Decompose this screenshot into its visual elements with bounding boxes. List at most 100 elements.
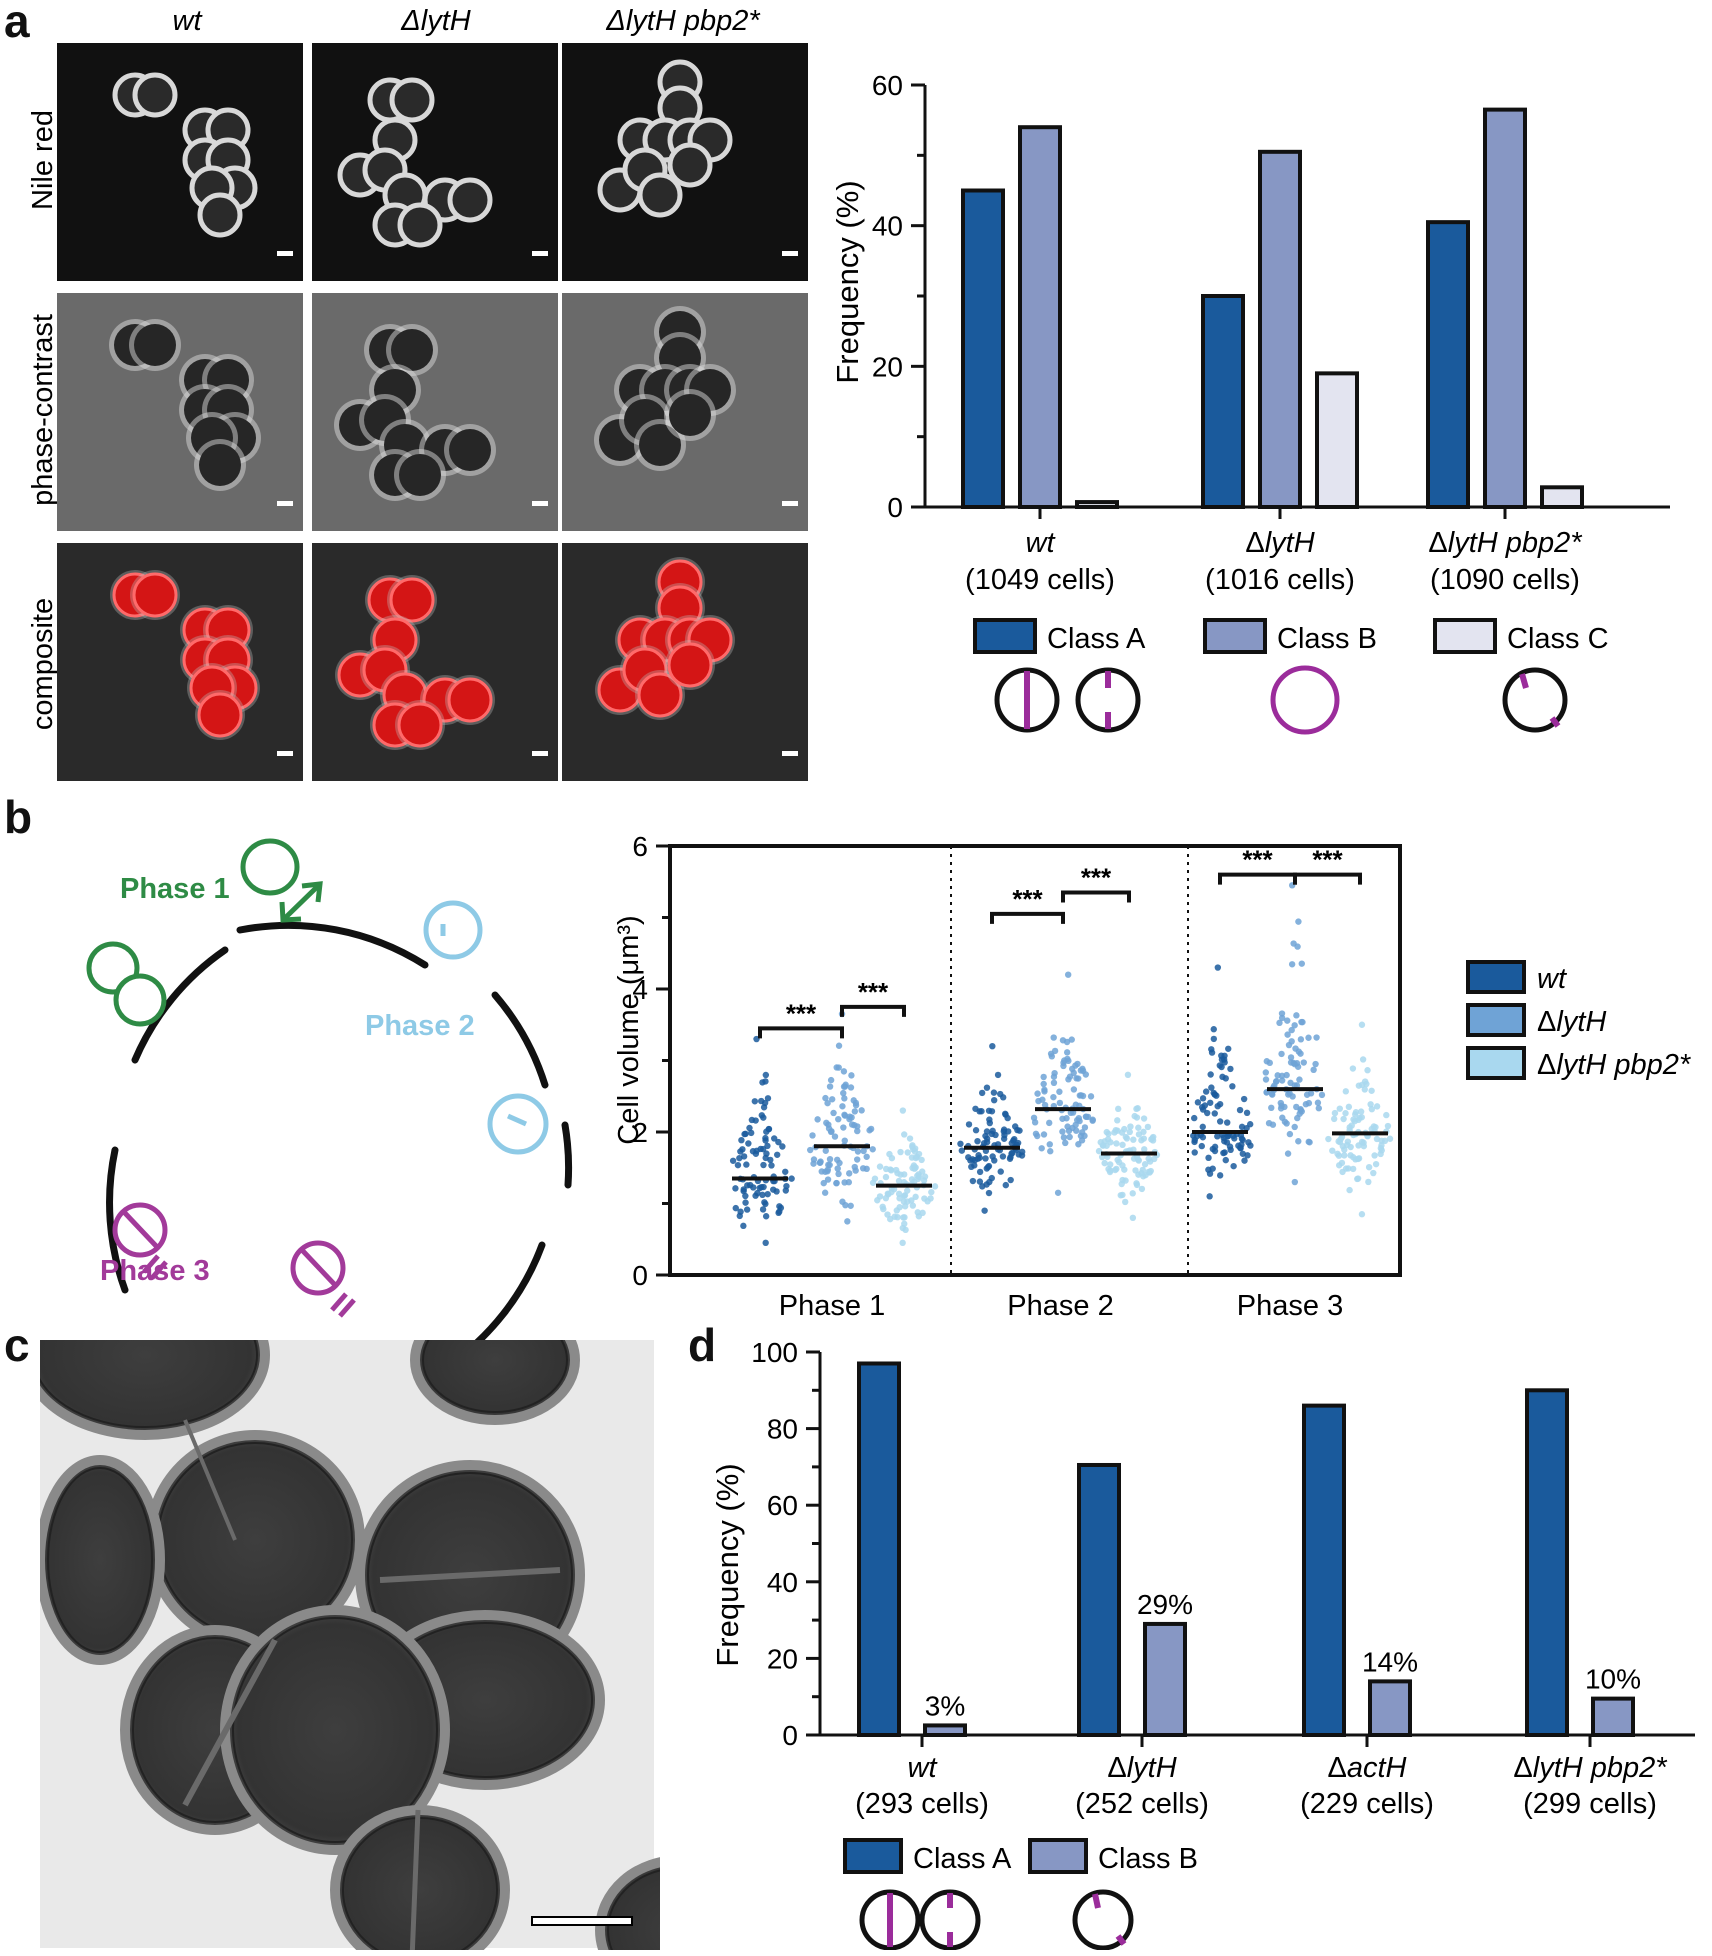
data-point (1307, 1090, 1315, 1097)
legend-swatch (1466, 1003, 1526, 1037)
significance-label: *** (1312, 845, 1343, 875)
x-category-cells: (299 cells) (1523, 1788, 1657, 1820)
data-point (1119, 1162, 1126, 1169)
data-point (809, 1132, 816, 1139)
y-tick-label: 60 (872, 70, 903, 101)
data-point (1358, 1021, 1366, 1028)
data-point (869, 1146, 876, 1153)
data-point (1115, 1105, 1122, 1113)
data-point (773, 1151, 781, 1158)
data-point (1218, 1056, 1226, 1063)
scale-bar (277, 501, 293, 506)
bacterial-cell (40, 1455, 165, 1665)
data-point (1208, 1046, 1215, 1053)
data-point (807, 1146, 814, 1154)
data-point (1059, 1115, 1066, 1122)
data-point (899, 1224, 907, 1232)
data-point (1060, 1059, 1067, 1066)
data-point (1075, 1075, 1082, 1082)
class-c-icon (1502, 667, 1568, 733)
data-point (1070, 1086, 1078, 1093)
data-point (738, 1136, 745, 1144)
data-point (833, 1180, 840, 1187)
data-point (1051, 1069, 1058, 1077)
bar-class-a (1426, 220, 1470, 509)
data-point (1244, 1152, 1251, 1159)
bar-class-b (1483, 107, 1527, 509)
y-tick-label: 40 (767, 1567, 798, 1598)
cycle-arc-right-upper (491, 991, 549, 1089)
x-category-label: wt (1026, 527, 1057, 559)
row-label-composite: composite (27, 598, 59, 730)
data-point (1073, 1127, 1080, 1134)
data-point (761, 1199, 768, 1206)
data-point (822, 1168, 829, 1175)
data-point (1359, 1056, 1367, 1063)
data-point (852, 1167, 859, 1174)
data-point (1266, 1059, 1273, 1067)
y-tick-label: 100 (751, 1337, 798, 1368)
y-tick-label: 4 (632, 974, 648, 1005)
y-tick-label: 80 (767, 1414, 798, 1445)
data-point (1216, 1172, 1224, 1179)
data-point (1350, 1154, 1357, 1161)
data-point (989, 1043, 996, 1050)
cell-composite (197, 692, 243, 738)
data-point (1018, 1148, 1026, 1156)
data-point (1221, 1138, 1228, 1145)
cell-phase (449, 429, 491, 471)
data-point (1247, 1142, 1254, 1149)
data-point (839, 1103, 846, 1110)
data-point (991, 1157, 998, 1164)
septum (379, 1567, 561, 1583)
data-point (1105, 1130, 1112, 1138)
data-point (990, 1089, 998, 1096)
bar-class-a (1077, 1462, 1121, 1738)
cell-wall (607, 1869, 660, 1950)
data-point (1384, 1122, 1392, 1130)
data-point (771, 1135, 778, 1142)
data-point (762, 1137, 769, 1144)
data-point (834, 1165, 841, 1172)
y-tick-label: 6 (632, 831, 648, 862)
data-point (1138, 1169, 1145, 1177)
data-point (1298, 1018, 1305, 1026)
data-point (825, 1125, 833, 1132)
data-point (1284, 1031, 1291, 1038)
data-point (1077, 1067, 1085, 1074)
data-point (1129, 1214, 1137, 1221)
data-point (1067, 1109, 1075, 1117)
data-point (1082, 1071, 1090, 1078)
x-category-label: ΔlytH pbp2* (1513, 1752, 1668, 1784)
data-point (863, 1153, 870, 1160)
legend-swatch (843, 1838, 903, 1874)
panel-label-a: a (4, 0, 30, 47)
data-point (1357, 1108, 1365, 1115)
data-point (1221, 1149, 1228, 1156)
cell-composite (447, 677, 493, 723)
data-point (1340, 1115, 1347, 1123)
bar-class-a (1302, 1403, 1346, 1738)
data-point (918, 1156, 925, 1164)
data-point (1066, 1133, 1073, 1141)
septum (409, 1809, 421, 1950)
data-point (823, 1119, 830, 1127)
data-point (1001, 1131, 1008, 1139)
data-point (1314, 1099, 1322, 1106)
class-b-icon (1072, 1889, 1134, 1950)
data-point (969, 1177, 977, 1185)
data-point (760, 1104, 768, 1111)
data-point (896, 1195, 903, 1202)
scale-bar (782, 751, 798, 756)
data-point (1130, 1136, 1137, 1143)
data-point (859, 1165, 867, 1172)
phase1-label: Phase 1 (120, 873, 230, 905)
scale-bar (782, 501, 798, 506)
data-point (1336, 1138, 1344, 1146)
data-point (1141, 1161, 1149, 1168)
data-point (810, 1160, 817, 1167)
cell-wall (232, 1617, 438, 1843)
significance-label: *** (786, 998, 817, 1028)
data-point (1358, 1211, 1366, 1218)
data-point (978, 1089, 986, 1097)
